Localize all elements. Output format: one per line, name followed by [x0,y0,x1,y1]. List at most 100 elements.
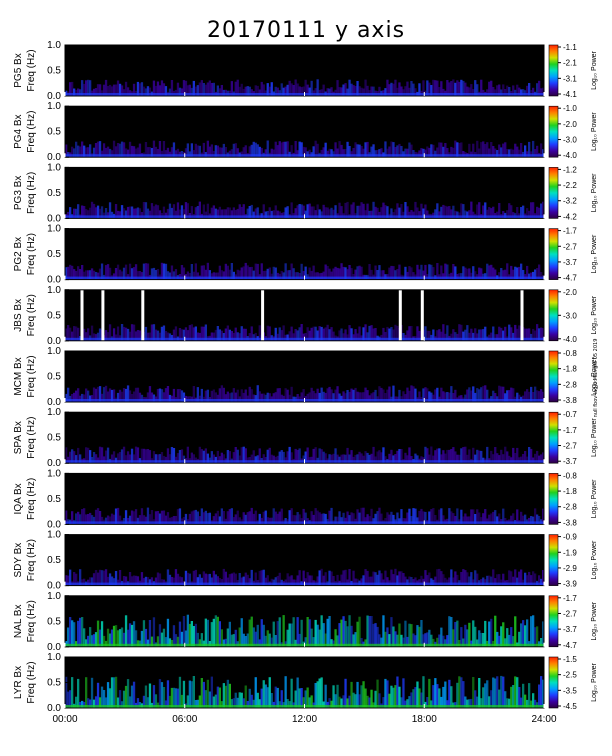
y-tick-label: 0.5 [47,616,61,627]
chart-title: 20170111 y axis [206,18,406,43]
colorbar-tick-label: -1.8 [563,365,577,374]
colorbar-label: Log₁₀ Power [591,601,598,640]
colorbar-tick-label: -3.0 [563,136,577,145]
colorbar-label: Log₁₀ Power [591,356,598,395]
colorbar-tick-label: -2.0 [563,120,577,129]
y-tick-label: 0.0 [47,458,61,469]
colorbar-tick-label: -3.5 [563,686,577,695]
x-tick-label: 06:00 [172,714,197,725]
colorbar-label: Log₁₀ Power [591,418,598,457]
y-tick-label: 1.0 [47,224,61,235]
colorbar-tick-label: -1.7 [563,594,577,603]
colorbar-label: Log₁₀ Power [591,540,598,579]
colorbar-tick-label: -4.0 [563,151,577,160]
y-axis-label: Freq (Hz) [26,417,37,459]
y-tick-label: 0.0 [47,397,61,408]
colorbar-tick-label: -1.9 [563,548,577,557]
colorbar-tick-label: -1.2 [563,165,577,174]
y-tick-label: 0.0 [47,703,61,714]
colorbar-tick-label: -2.5 [563,671,577,680]
y-tick-label: 0.5 [47,372,61,383]
colorbar-tick-label: -4.0 [563,335,577,344]
panel-iqa: 0.0 0.5 1.0 IQA Bx Freq (Hz) -0.8 -1.8 -2.8 -3.8… [13,468,598,530]
y-axis-label: Freq (Hz) [26,111,37,153]
data-gap [261,289,265,341]
colorbar [548,473,559,525]
station-label: SDY Bx [13,543,24,578]
colorbar-tick-label: -2.7 [563,442,577,451]
y-tick-label: 0.5 [47,249,61,260]
x-tick-label: 00:00 [52,714,77,725]
y-axis-label: Freq (Hz) [26,661,37,703]
y-axis-label: Freq (Hz) [26,539,37,581]
colorbar-tick-label: -3.9 [563,580,577,589]
colorbar-tick-label: -4.7 [563,274,577,283]
colorbar-label: Log₁₀ Power [591,50,598,89]
colorbar-tick-label: -3.1 [563,74,577,83]
y-tick-label: 0.5 [47,127,61,138]
data-gap [101,289,105,341]
panel-sdy: 0.0 0.5 1.0 SDY Bx Freq (Hz) -0.9 -1.9 -2.9 -3.9… [13,530,598,592]
data-gap [141,289,145,341]
colorbar [548,44,559,97]
y-axis-label: Freq (Hz) [26,233,37,275]
colorbar-tick-label: -1.0 [563,104,577,113]
colorbar [548,105,559,158]
y-tick-label: 1.0 [47,652,61,663]
y-tick-label: 0.0 [47,152,61,163]
colorbar [548,534,559,586]
panel-mcm: 0.0 0.5 1.0 MCM Bx Freq (Hz) -0.8 -1.8 -2.8 -3.8… [13,346,598,408]
y-tick-label: 0.5 [47,494,61,505]
y-tick-label: 1.0 [47,407,61,418]
y-axis-label: Freq (Hz) [26,478,37,520]
station-label: MCM Bx [13,357,24,395]
colorbar-label: Log₁₀ Power [591,295,598,334]
y-axis-label: Freq (Hz) [26,294,37,336]
panel-pg2: 0.0 0.5 1.0 PG2 Bx Freq (Hz) -1.7 -2.7 -3.7 -4.7… [13,224,598,286]
station-label: PG3 Bx [13,176,24,210]
y-tick-label: 0.5 [47,188,61,199]
colorbar-tick-label: -3.2 [563,197,577,206]
station-label: PG5 Bx [13,53,24,87]
colorbar-tick-label: -4.7 [563,641,577,650]
y-tick-label: 1.0 [47,468,61,479]
colorbar-label: Log₁₀ Power [591,234,598,273]
station-label: JBS Bx [13,299,24,332]
y-axis-label: Freq (Hz) [26,49,37,91]
colorbar [548,350,559,403]
y-tick-label: 0.0 [47,213,61,224]
y-tick-label: 0.5 [47,66,61,77]
colorbar-tick-label: -3.8 [563,518,577,527]
station-label: PG2 Bx [13,237,24,271]
data-gap [80,289,84,341]
x-tick-label: 18:00 [412,714,437,725]
y-tick-label: 1.0 [47,40,61,51]
y-tick-label: 1.0 [47,162,61,173]
y-tick-label: 0.0 [47,581,61,592]
panel-spa: 0.0 0.5 1.0 SPA Bx Freq (Hz) -0.7 -1.7 -2.7 -3.7… [13,407,598,469]
y-axis-label: Freq (Hz) [26,355,37,397]
data-gap [420,289,424,341]
colorbar-tick-label: -2.7 [563,609,577,618]
panel-pg5: 0.0 0.5 1.0 PG5 Bx Freq (Hz) -1.1 -2.1 -3.1 -4.1… [13,40,598,102]
colorbar-tick-label: -3.7 [563,258,577,267]
colorbar-label: Log₁₀ Power [591,479,598,518]
y-tick-label: 0.5 [47,310,61,321]
colorbar-tick-label: -3.0 [563,311,577,320]
colorbar-tick-label: -1.7 [563,227,577,236]
y-tick-label: 1.0 [47,530,61,541]
y-axis-label: Freq (Hz) [26,172,37,214]
colorbar-tick-label: -3.7 [563,625,577,634]
y-tick-label: 1.0 [47,346,61,357]
y-tick-label: 0.0 [47,519,61,530]
colorbar-tick-label: -4.2 [563,212,577,221]
colorbar-tick-label: -0.8 [563,471,577,480]
colorbar-tick-label: -2.8 [563,380,577,389]
colorbar-tick-label: -0.9 [563,533,577,542]
panel-lyr: 0.0 0.5 1.0 LYR Bx Freq (Hz) -1.5 -2.5 -3.5 -4.5… [13,652,598,714]
colorbar-tick-label: -2.0 [563,288,577,297]
panel-pg4: 0.0 0.5 1.0 PG4 Bx Freq (Hz) -1.0 -2.0 -3.0 -4.0… [13,101,598,163]
colorbar-tick-label: -2.8 [563,503,577,512]
data-gap [520,289,524,341]
credit-text: null fbov lag 0 Marrgfe 05 2019 [593,338,599,418]
